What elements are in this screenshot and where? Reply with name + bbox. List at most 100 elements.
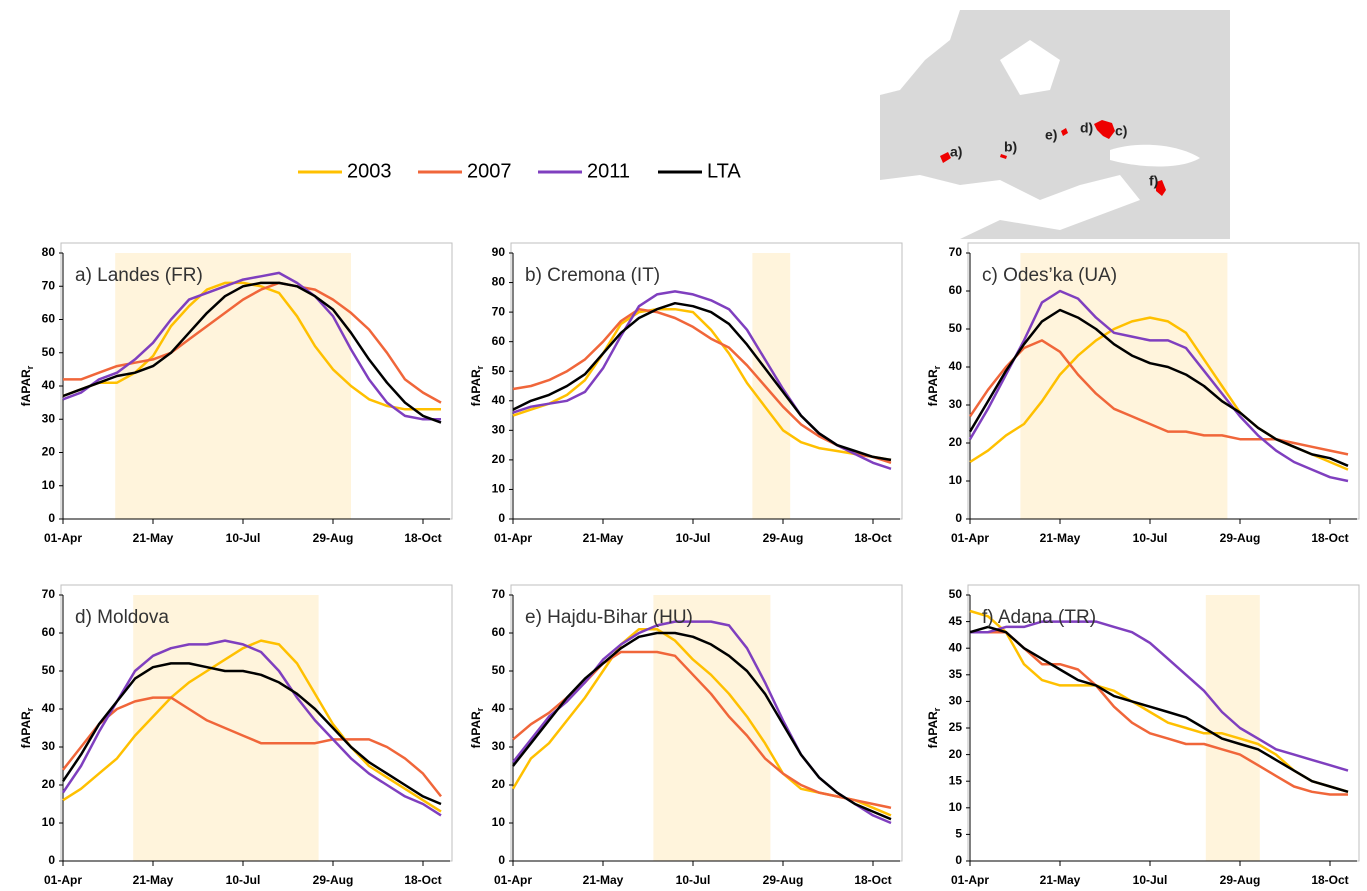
x-tick-label: 10-Jul <box>1133 873 1168 887</box>
y-tick-label: 0 <box>955 853 962 867</box>
y-tick-label: 20 <box>949 435 963 449</box>
x-tick-label: 18-Oct <box>1311 873 1348 887</box>
x-tick-label: 21-May <box>583 531 624 545</box>
y-tick-label: 20 <box>492 452 506 466</box>
y-tick-label: 60 <box>42 312 56 326</box>
y-tick-label: 40 <box>949 359 963 373</box>
y-tick-label: 50 <box>42 345 56 359</box>
y-axis-label: fAPARr <box>926 707 942 748</box>
map-region <box>1094 120 1115 139</box>
y-tick-label: 40 <box>42 701 56 715</box>
series-line <box>62 271 441 421</box>
y-tick-label: 5 <box>955 827 962 841</box>
y-tick-label: 70 <box>492 587 506 601</box>
map-sea <box>880 175 1140 239</box>
series-line <box>63 281 442 404</box>
y-tick-label: 15 <box>949 773 963 787</box>
map-label: a) <box>950 144 962 160</box>
y-tick-label: 90 <box>492 245 506 259</box>
panel: 0 10 20 30 40 50 60 70 01-Apr 21-May 10-Jul 29-Aug 1… <box>19 584 453 887</box>
y-tick-label: 80 <box>42 245 56 259</box>
y-tick-label: 10 <box>42 815 56 829</box>
series-line <box>969 609 1349 793</box>
panel: 0 10 20 30 40 50 60 70 01-Apr 21-May 10-Jul 29-Aug 1… <box>469 584 903 887</box>
y-tick-label: 50 <box>492 363 506 377</box>
y-tick-label: 50 <box>492 663 506 677</box>
y-axis-label: fAPARr <box>469 365 485 406</box>
x-tick-label: 18-Oct <box>854 531 891 545</box>
panel-title: d) Moldova <box>75 607 169 628</box>
panel: 0 10 20 30 40 50 60 70 80 01-Apr 21-May 10-Jul 29-Au… <box>19 242 453 545</box>
y-axis-label: fAPARr <box>926 365 942 406</box>
series-line <box>512 650 892 810</box>
y-label-sub: r <box>25 707 35 711</box>
y-tick-label: 20 <box>492 777 506 791</box>
x-tick-label: 21-May <box>133 873 174 887</box>
y-tick-label: 20 <box>42 445 56 459</box>
y-tick-label: 0 <box>48 511 55 525</box>
y-tick-label: 70 <box>42 278 56 292</box>
highlight-band <box>1205 595 1260 861</box>
y-tick-label: 50 <box>42 663 56 677</box>
y-axis-label: fAPARr <box>19 707 35 748</box>
x-tick-label: 18-Oct <box>404 531 441 545</box>
x-tick-label: 10-Jul <box>226 531 261 545</box>
y-tick-label: 30 <box>42 411 56 425</box>
map-region <box>1061 128 1068 136</box>
map-label: d) <box>1080 120 1093 136</box>
series-line <box>968 339 1349 456</box>
panel: 0 10 20 30 40 50 60 70 80 90 01-Apr 21-May 10-Jul 29-… <box>469 242 903 545</box>
x-tick-label: 01-Apr <box>951 531 989 545</box>
x-tick-label: 29-Aug <box>313 531 354 545</box>
y-tick-label: 60 <box>949 283 963 297</box>
y-label-sub: r <box>475 365 485 369</box>
series-line <box>968 308 1349 467</box>
x-tick-label: 18-Oct <box>854 873 891 887</box>
series-line <box>969 625 1349 793</box>
y-label-main: fAPAR <box>19 369 33 406</box>
series-line <box>970 620 1349 772</box>
y-tick-label: 30 <box>949 397 963 411</box>
y-tick-label: 10 <box>949 800 963 814</box>
series-line <box>970 630 1348 796</box>
y-tick-label: 30 <box>492 423 506 437</box>
x-tick-label: 29-Aug <box>763 873 804 887</box>
y-label-sub: r <box>932 707 942 711</box>
y-tick-label: 10 <box>42 478 56 492</box>
legend-label: 2003 <box>347 160 392 182</box>
x-tick-label: 21-May <box>1040 531 1081 545</box>
y-tick-label: 25 <box>949 720 963 734</box>
y-tick-label: 40 <box>492 701 506 715</box>
x-tick-label: 21-May <box>1040 873 1081 887</box>
series-line <box>62 281 442 424</box>
y-tick-label: 20 <box>949 747 963 761</box>
x-tick-label: 29-Aug <box>313 873 354 887</box>
y-tick-label: 10 <box>949 473 963 487</box>
y-axis-label: fAPARr <box>19 365 35 406</box>
y-tick-label: 70 <box>492 304 506 318</box>
y-tick-label: 20 <box>42 777 56 791</box>
series-line <box>61 662 442 806</box>
series-line <box>512 631 892 821</box>
series-line <box>512 307 892 462</box>
panel-title: a) Landes (FR) <box>75 265 203 286</box>
x-tick-label: 01-Apr <box>494 531 532 545</box>
legend-label: LTA <box>707 160 741 182</box>
legend-label: 2011 <box>587 160 630 182</box>
x-tick-label: 29-Aug <box>1220 531 1261 545</box>
legend-label: 2007 <box>467 160 512 182</box>
highlight-band <box>752 253 791 519</box>
highlight-band <box>115 253 351 519</box>
y-tick-label: 50 <box>949 321 963 335</box>
x-tick-label: 10-Jul <box>1133 531 1168 545</box>
y-tick-label: 45 <box>949 614 963 628</box>
x-tick-label: 10-Jul <box>676 873 711 887</box>
map-region <box>1000 154 1007 159</box>
panel-title: e) Hajdu-Bihar (HU) <box>525 607 693 628</box>
y-tick-label: 35 <box>949 667 963 681</box>
panel: 0 10 20 30 40 50 60 70 01-Apr 21-May 10-Jul 29-Aug 1… <box>926 242 1360 545</box>
y-tick-label: 0 <box>498 853 505 867</box>
x-tick-label: 10-Jul <box>226 873 261 887</box>
x-tick-label: 29-Aug <box>763 531 804 545</box>
y-tick-label: 10 <box>492 815 506 829</box>
